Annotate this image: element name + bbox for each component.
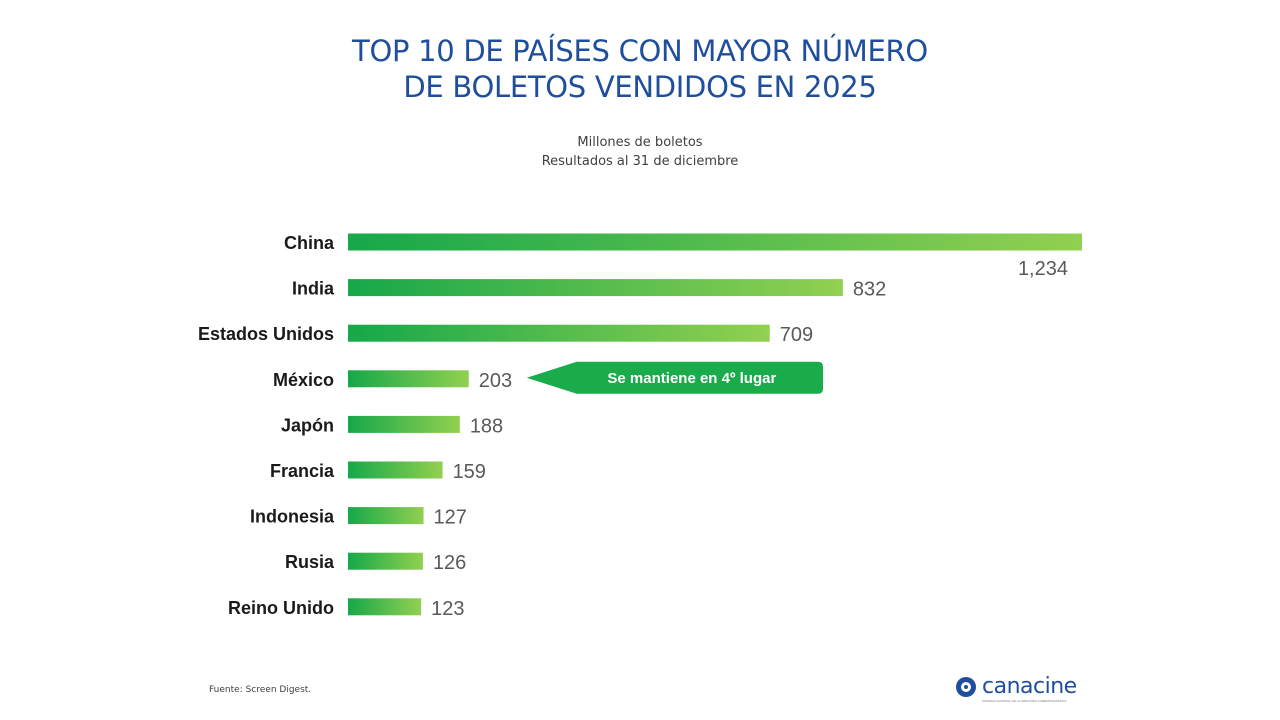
value-label: 1,234	[1018, 258, 1068, 280]
category-label: India	[292, 279, 335, 299]
bar	[348, 233, 1082, 251]
source-note: Fuente: Screen Digest.	[209, 685, 312, 695]
value-label: 159	[453, 461, 486, 483]
subtitle-line-2: Resultados al 31 de diciembre	[541, 154, 739, 169]
category-label: Francia	[270, 461, 335, 481]
bar	[348, 415, 460, 433]
title-line-1: TOP 10 DE PAÍSES CON MAYOR NÚMERO	[352, 34, 928, 68]
category-label: Estados Unidos	[198, 324, 334, 344]
category-label: China	[284, 233, 335, 253]
subtitle-line-1: Millones de boletos	[577, 135, 703, 150]
bar	[348, 507, 424, 525]
callout: Se mantiene en 4º lugar	[526, 361, 823, 394]
callout-text: Se mantiene en 4º lugar	[607, 370, 776, 387]
value-label: 188	[470, 415, 503, 437]
value-label: 709	[780, 324, 813, 346]
bar	[348, 461, 443, 479]
category-label: Reino Unido	[228, 598, 334, 618]
value-label: 127	[434, 507, 467, 529]
bar	[348, 552, 423, 570]
value-label: 203	[479, 370, 512, 392]
bar	[348, 324, 770, 342]
title-line-2: DE BOLETOS VENDIDOS EN 2025	[403, 70, 877, 104]
chart-title: TOP 10 DE PAÍSES CON MAYOR NÚMERO DE BOL…	[0, 33, 1280, 105]
canacine-logo-icon	[956, 677, 976, 697]
bar	[348, 598, 422, 616]
chart-subtitle: Millones de boletos Resultados al 31 de …	[0, 133, 1280, 171]
value-label: 126	[433, 552, 466, 574]
category-label: Japón	[281, 415, 334, 435]
value-label: 123	[431, 598, 464, 620]
canacine-logo: canacine CÁMARA NACIONAL DE LA INDUSTRIA…	[956, 674, 1077, 703]
callout-bubble	[526, 361, 823, 394]
bar	[348, 370, 469, 388]
logo-tagline: CÁMARA NACIONAL DE LA INDUSTRIA CINEMATO…	[982, 699, 1067, 703]
category-label: Indonesia	[250, 507, 335, 527]
category-label: Rusia	[285, 552, 335, 572]
bar	[348, 279, 843, 297]
logo-text: canacine	[982, 674, 1077, 699]
category-label: México	[273, 370, 334, 390]
value-label: 832	[853, 279, 886, 301]
